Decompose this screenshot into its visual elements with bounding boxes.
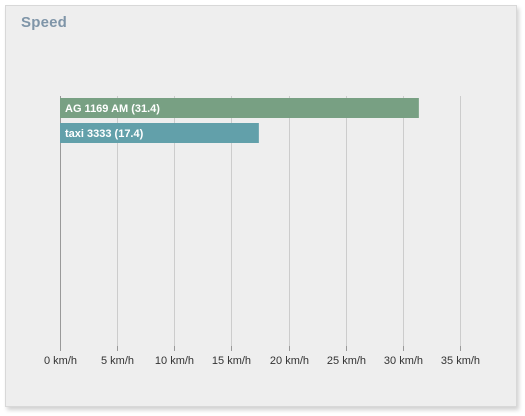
bar-label-0: AG 1169 AM (31.4) bbox=[65, 103, 160, 115]
x-tick-label: 0 km/h bbox=[44, 355, 77, 367]
bar-1[interactable] bbox=[60, 123, 259, 143]
x-tick-label: 25 km/h bbox=[327, 355, 366, 367]
x-tick-label: 10 km/h bbox=[155, 355, 194, 367]
bar-0[interactable] bbox=[60, 98, 419, 118]
x-tick-label: 20 km/h bbox=[270, 355, 309, 367]
x-tick-label: 30 km/h bbox=[384, 355, 423, 367]
x-tick-label: 15 km/h bbox=[212, 355, 251, 367]
x-tick-label: 5 km/h bbox=[101, 355, 134, 367]
bar-label-1: taxi 3333 (17.4) bbox=[65, 128, 144, 140]
speed-chart-panel: Speed bbox=[5, 5, 517, 407]
chart-title: Speed bbox=[21, 14, 68, 31]
x-tick-label: 35 km/h bbox=[441, 355, 480, 367]
